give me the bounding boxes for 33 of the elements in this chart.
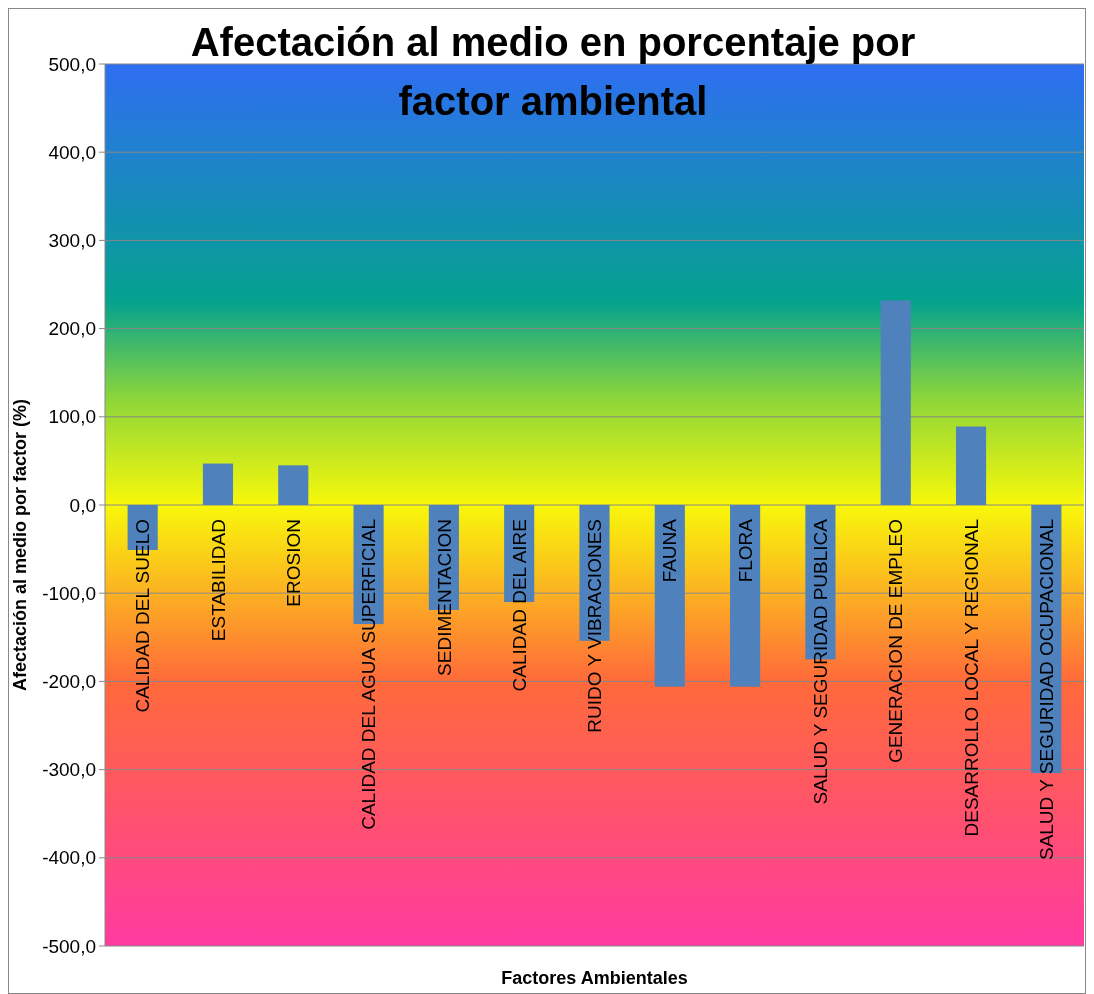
- y-tick-label: -300,0: [42, 759, 96, 781]
- x-tick-label: SALUD Y SEGURIDAD OCUPACIONAL: [1036, 519, 1057, 861]
- x-tick-label: EROSION: [282, 519, 304, 607]
- y-tick-label: 200,0: [48, 318, 96, 340]
- y-tick-label: -500,0: [42, 935, 96, 957]
- y-tick-label: -100,0: [42, 582, 96, 604]
- bar: [730, 505, 761, 687]
- bar: [955, 426, 987, 505]
- x-axis-title: Factores Ambientales: [501, 968, 688, 988]
- y-tick-label: 300,0: [48, 230, 96, 252]
- y-tick-label: -400,0: [42, 847, 96, 869]
- y-tick-label: -200,0: [42, 671, 96, 693]
- x-tick-label: DESARROLLO LOCAL Y REGIONAL: [960, 519, 982, 837]
- x-tick-label: GENERACION DE EMPLEO: [885, 519, 907, 763]
- bar: [880, 300, 911, 505]
- bar: [202, 463, 234, 505]
- x-tick-label: SEDIMENTACION: [433, 519, 455, 676]
- x-tick-label: ESTABILIDAD: [207, 519, 229, 642]
- x-tick-label: CALIDAD DEL AGUA SUPERFICIAL: [358, 519, 380, 830]
- x-tick-label: CALIDAD DEL AIRE: [508, 519, 530, 692]
- x-tick-label: SALUD Y SEGURIDAD PUBLICA: [810, 518, 832, 805]
- y-tick-label: 400,0: [48, 141, 96, 163]
- chart-title: Afectación al medio en porcentaje por factor ambiental: [190, 20, 916, 123]
- x-tick-label: CALIDAD DEL SUELO: [132, 519, 154, 713]
- x-tick-label: FLORA: [734, 518, 756, 583]
- y-tick-label: 100,0: [48, 406, 96, 428]
- x-tick-label: RUIDO Y VIBRACIONES: [584, 519, 606, 733]
- x-tick-label: FAUNA: [659, 518, 681, 583]
- y-axis-title: Afectación al medio por factor (%): [10, 398, 30, 692]
- y-tick-label: 500,0: [48, 53, 96, 75]
- bar: [654, 505, 685, 687]
- y-tick-label: 0,0: [69, 494, 96, 516]
- bar: [278, 465, 309, 505]
